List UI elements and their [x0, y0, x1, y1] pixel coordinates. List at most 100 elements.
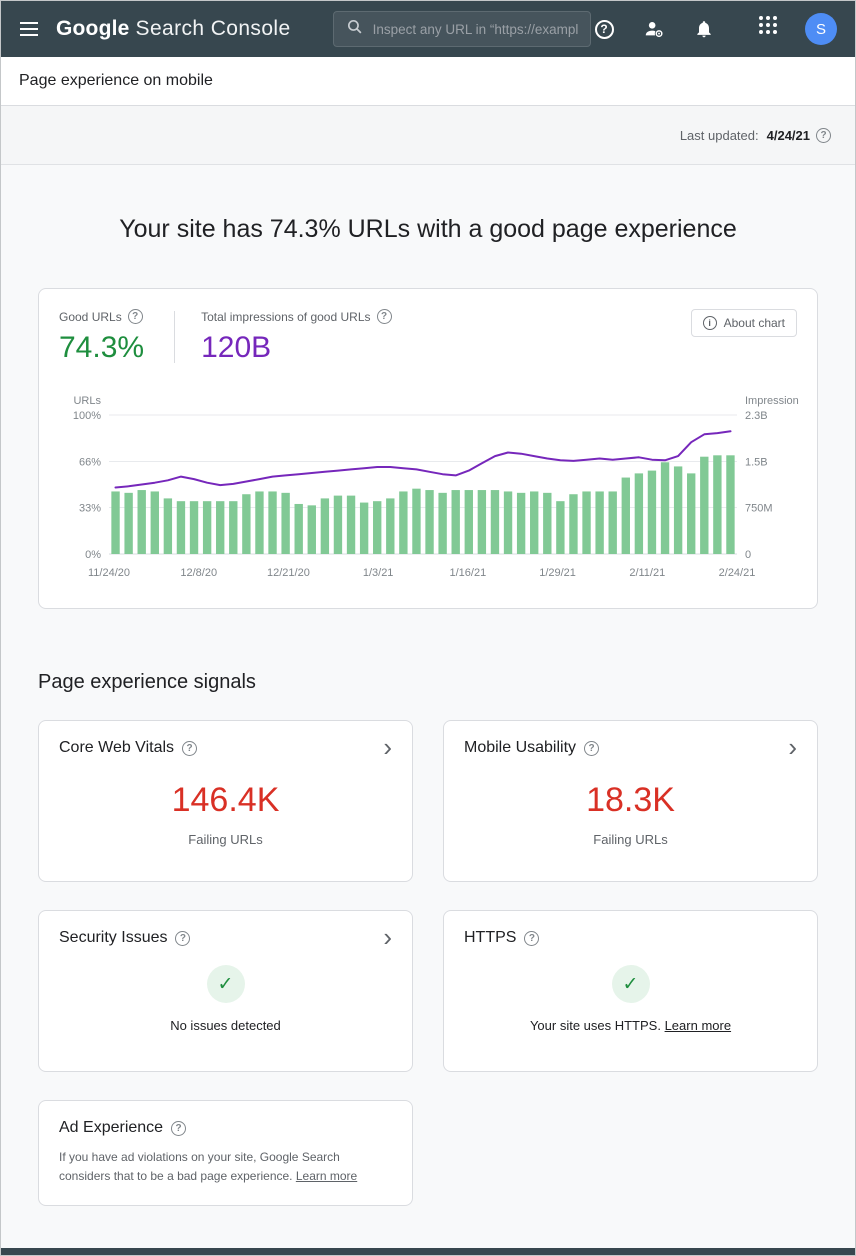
ad-experience-text: If you have ad violations on your site, … [59, 1150, 340, 1183]
good-urls-label-row: Good URLs ? [59, 309, 144, 324]
url-inspect-search[interactable] [332, 11, 591, 47]
failing-urls-count: 18.3K [586, 781, 675, 819]
svg-text:1/16/21: 1/16/21 [450, 567, 487, 579]
card-header: HTTPS ? [464, 929, 797, 947]
menu-icon[interactable] [19, 17, 38, 41]
help-button[interactable]: ? [591, 16, 617, 42]
svg-text:0%: 0% [85, 549, 101, 561]
status-caption: Your site uses HTTPS. Learn more [464, 1018, 797, 1033]
search-input[interactable] [372, 21, 578, 37]
status-bar: Last updated: 4/24/21 ? [1, 106, 855, 165]
overview-chart-card: Good URLs ? 74.3% Total impressions of g… [38, 288, 818, 609]
logo-product: Search Console [135, 17, 291, 40]
chevron-right-icon[interactable]: › [383, 922, 392, 952]
card-header: Core Web Vitals ? › [59, 732, 392, 762]
svg-text:1/29/21: 1/29/21 [539, 567, 576, 579]
card-title: Mobile Usability [464, 739, 577, 756]
card-mobile-usability[interactable]: Mobile Usability ? › 18.3K Failing URLs [443, 720, 818, 882]
user-gear-icon [645, 22, 663, 38]
card-header: Security Issues ? › [59, 922, 392, 952]
learn-more-link[interactable]: Learn more [664, 1018, 732, 1033]
svg-text:2.3B: 2.3B [745, 410, 768, 422]
card-title: Ad Experience [59, 1119, 164, 1136]
impressions-value: 120B [201, 331, 272, 364]
svg-text:12/8/20: 12/8/20 [180, 567, 217, 579]
status-icon-wrap: ✓ [464, 965, 797, 1003]
status-icon-wrap: ✓ [59, 965, 392, 1003]
impressions-label: Total impressions of good URLs [201, 309, 371, 324]
learn-more-link[interactable]: Learn more [295, 1168, 358, 1183]
help-icon[interactable]: ? [171, 1120, 187, 1136]
last-updated-date: 4/24/21 [766, 127, 810, 143]
card-title: Core Web Vitals [59, 739, 175, 756]
breadcrumb: Page experience on mobile [1, 57, 855, 106]
svg-text:33%: 33% [79, 503, 101, 515]
logo-google: Google [56, 17, 130, 40]
chart-header: Good URLs ? 74.3% Total impressions of g… [59, 309, 797, 365]
https-caption: Your site uses HTTPS. [529, 1018, 661, 1033]
help-icon[interactable]: ? [584, 740, 600, 756]
svg-text:Impressions: Impressions [745, 395, 799, 407]
card-title: Security Issues [59, 929, 168, 946]
metric-caption: Failing URLs [593, 832, 668, 847]
page-title: Page experience on mobile [19, 72, 213, 89]
good-urls-value: 74.3% [59, 331, 145, 364]
svg-text:2/24/21: 2/24/21 [719, 567, 756, 579]
ad-experience-body: If you have ad violations on your site, … [59, 1148, 392, 1185]
signals-grid: Core Web Vitals ? › 146.4K Failing URLs … [38, 720, 818, 1206]
impressions-stat: Total impressions of good URLs ? 120B [201, 309, 392, 365]
svg-text:URLs: URLs [73, 395, 101, 407]
help-icon[interactable]: ? [182, 740, 198, 756]
main-content: Your site has 74.3% URLs with a good pag… [1, 215, 855, 1206]
help-icon[interactable]: ? [376, 309, 392, 324]
card-header: Mobile Usability ? › [464, 732, 797, 762]
about-chart-button[interactable]: i About chart [690, 309, 797, 337]
notifications-button[interactable] [691, 16, 717, 42]
card-security-issues[interactable]: Security Issues ? › ✓ No issues detected [38, 910, 413, 1072]
svg-text:1/3/21: 1/3/21 [363, 567, 394, 579]
help-icon[interactable]: ? [175, 930, 191, 946]
svg-text:750M: 750M [745, 503, 773, 515]
failing-urls-count: 146.4K [171, 781, 280, 819]
svg-text:66%: 66% [79, 456, 101, 468]
status-caption: No issues detected [170, 1018, 281, 1033]
metric-caption: Failing URLs [188, 832, 263, 847]
good-urls-label: Good URLs [59, 309, 122, 324]
apps-grid-icon[interactable] [755, 16, 781, 42]
card-header: Ad Experience ? [59, 1119, 392, 1137]
card-ad-experience: Ad Experience ? If you have ad violation… [38, 1100, 413, 1206]
card-https: HTTPS ? ✓ Your site uses HTTPS. Learn mo… [443, 910, 818, 1072]
last-updated-label: Last updated: [679, 127, 759, 143]
bell-icon [697, 21, 711, 38]
header-actions: ? S [591, 13, 837, 45]
divider [174, 311, 176, 363]
svg-text:100%: 100% [73, 410, 101, 422]
summary-headline: Your site has 74.3% URLs with a good pag… [119, 215, 737, 243]
card-title: HTTPS [464, 929, 517, 946]
about-chart-label: About chart [723, 316, 785, 330]
impressions-label-row: Total impressions of good URLs ? [201, 309, 392, 324]
signals-heading: Page experience signals [38, 671, 256, 693]
info-icon: i [702, 316, 717, 330]
page-experience-chart[interactable]: URLs Impressions 0% 0 33% 750M 66% 1.5B 100% 2.3B… [59, 391, 799, 596]
help-icon: ? [594, 19, 614, 39]
check-circle-icon: ✓ [611, 965, 650, 1003]
user-settings-button[interactable] [641, 16, 667, 42]
svg-text:11/24/20: 11/24/20 [88, 567, 130, 579]
help-icon[interactable]: ? [524, 930, 540, 946]
svg-text:2/11/21: 2/11/21 [629, 567, 665, 579]
footer-strip [1, 1248, 855, 1255]
avatar[interactable]: S [805, 13, 837, 45]
svg-text:1.5B: 1.5B [745, 456, 768, 468]
help-icon[interactable]: ? [816, 127, 831, 143]
card-core-web-vitals[interactable]: Core Web Vitals ? › 146.4K Failing URLs [38, 720, 413, 882]
chevron-right-icon[interactable]: › [788, 732, 797, 762]
svg-text:0: 0 [745, 549, 751, 561]
check-circle-icon: ✓ [206, 965, 245, 1003]
chevron-right-icon[interactable]: › [383, 732, 392, 762]
search-icon [346, 18, 363, 40]
help-icon[interactable]: ? [127, 309, 143, 324]
app-logo[interactable]: Google Search Console [56, 17, 291, 41]
